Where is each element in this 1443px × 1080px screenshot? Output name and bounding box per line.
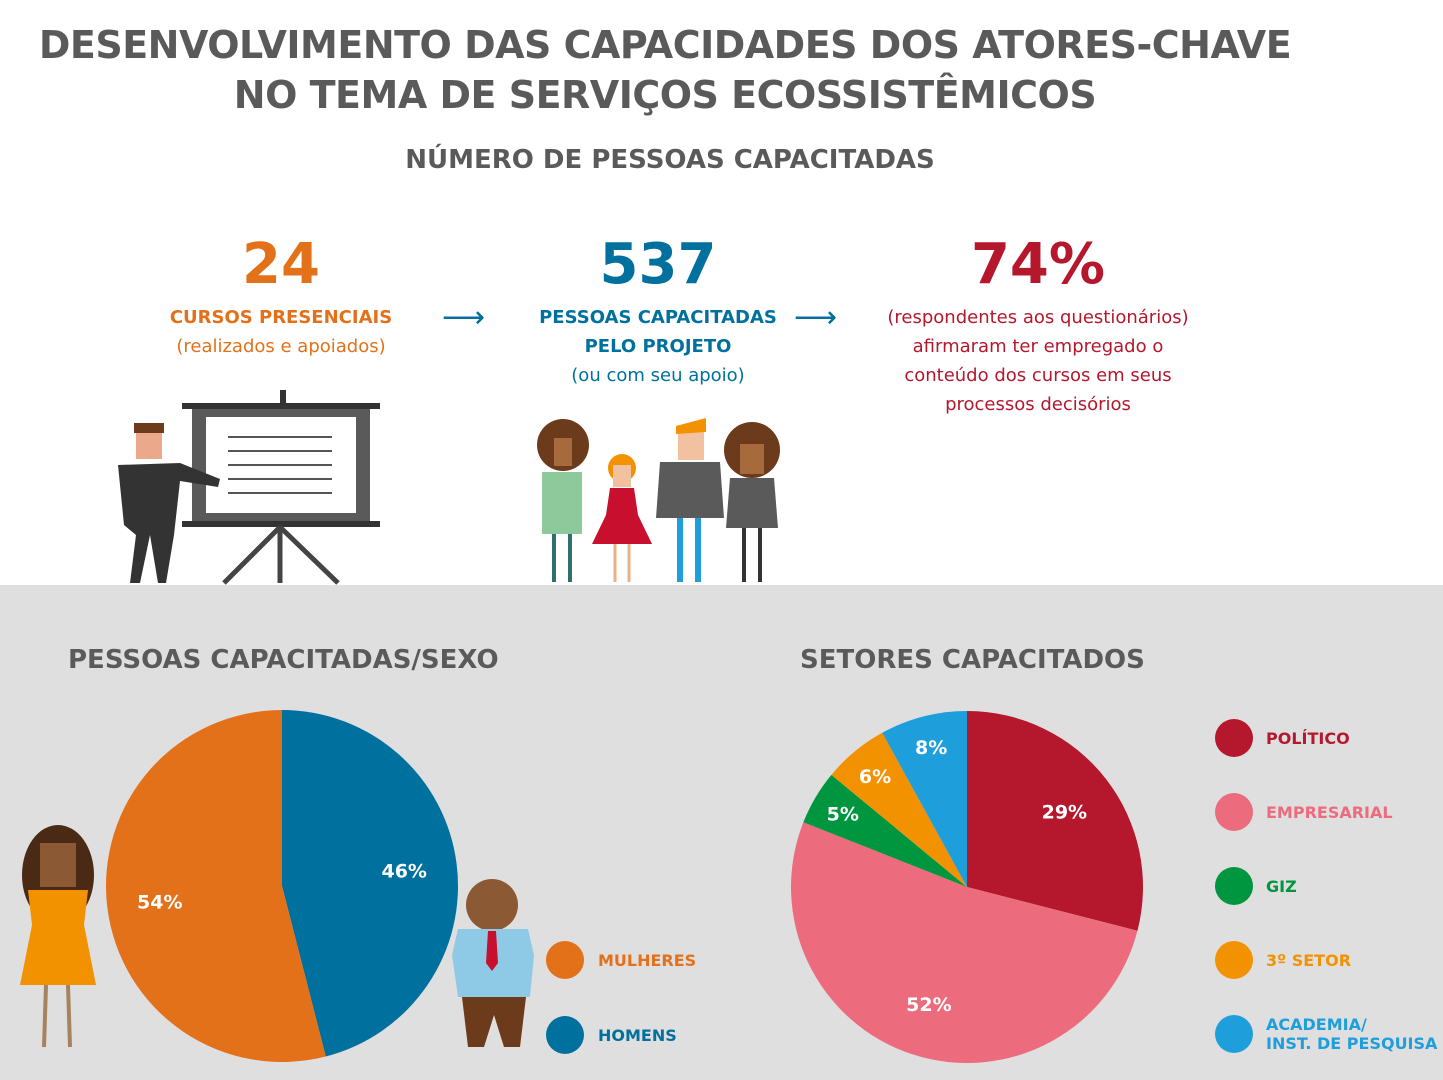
stat-respondents: 74% (respondentes aos questionários) afi… xyxy=(868,232,1208,419)
stat-courses-note: (realizados e apoiados) xyxy=(176,336,386,357)
legend-label: ACADEMIA/ INST. DE PESQUISA xyxy=(1266,1015,1437,1053)
pie-slice-homens xyxy=(282,710,459,1057)
legend-item-academia: ACADEMIA/ INST. DE PESQUISA xyxy=(1215,1015,1437,1053)
stat-note-line: conteúdo dos cursos em seus xyxy=(904,365,1172,386)
stat-courses-label: CURSOS PRESENCIAIS xyxy=(169,307,393,328)
stat-people-label-2: PELO PROJETO xyxy=(584,336,732,357)
legend-swatch xyxy=(1215,941,1253,979)
arrow-icon: ⟶ xyxy=(794,300,838,335)
legend-label: 3º SETOR xyxy=(1266,950,1352,970)
stat-note-line: processos decisórios xyxy=(945,394,1131,415)
legend-item-homens: HOMENS xyxy=(546,1015,696,1055)
pie-slice-pol-tico xyxy=(967,711,1143,931)
legend-swatch xyxy=(1215,1015,1253,1053)
subtitle: NÚMERO DE PESSOAS CAPACITADAS xyxy=(405,145,935,175)
pie-chart-sectors: 29% 52% 5%6% 8% xyxy=(790,711,1143,1064)
arrow-icon: ⟶ xyxy=(442,300,486,335)
stat-people-value: 537 xyxy=(599,232,717,297)
legend-sex: MULHERES HOMENS xyxy=(546,940,696,1055)
legend-label: EMPRESARIAL xyxy=(1266,802,1393,822)
title-line-2: NO TEMA DE SERVIÇOS ECOSSISTÊMICOS xyxy=(233,73,1097,117)
legend-label-line: ACADEMIA/ xyxy=(1266,1015,1367,1034)
stat-note-line: afirmaram ter empregado o xyxy=(912,336,1164,357)
page-title: DESENVOLVIMENTO DAS CAPACIDADES DOS ATOR… xyxy=(0,20,1330,120)
legend-item-giz: GIZ xyxy=(1215,867,1437,905)
pie-slice-3-setor xyxy=(831,732,967,887)
title-line-1: DESENVOLVIMENTO DAS CAPACIDADES DOS ATOR… xyxy=(38,23,1292,67)
legend-label: POLÍTICO xyxy=(1266,728,1350,748)
legend-item-empresarial: EMPRESARIAL xyxy=(1215,793,1437,831)
pie-slice-mulheres xyxy=(106,710,326,1062)
pie-data-label: 52% xyxy=(906,994,951,1016)
legend-label: HOMENS xyxy=(598,1025,677,1045)
legend-swatch xyxy=(1215,719,1253,757)
legend-item-terceiro-setor: 3º SETOR xyxy=(1215,941,1437,979)
stat-respondents-value: 74% xyxy=(970,232,1106,297)
man-illustration xyxy=(452,879,534,1047)
pie-data-label: 8% xyxy=(915,737,947,759)
pie-data-label: 6% xyxy=(859,766,891,788)
stat-people-label-1: PESSOAS CAPACITADAS xyxy=(539,307,777,328)
legend-label: MULHERES xyxy=(598,950,697,970)
legend-item-politico: POLÍTICO xyxy=(1215,719,1437,757)
chart-title-sex: PESSOAS CAPACITADAS/SEXO xyxy=(68,645,499,675)
presenter-illustration xyxy=(118,390,380,585)
stat-people-note: (ou com seu apoio) xyxy=(571,365,745,386)
pie-data-label: 29% xyxy=(1042,801,1087,823)
group-illustration xyxy=(537,418,780,582)
legend-swatch xyxy=(546,941,584,979)
stat-courses: 24 CURSOS PRESENCIAIS (realizados e apoi… xyxy=(150,232,412,361)
pie-slice-academia-inst-de-pesquisa xyxy=(882,711,967,887)
legend-swatch xyxy=(1215,867,1253,905)
stat-note-line: (respondentes aos questionários) xyxy=(887,307,1189,328)
chart-title-sectors: SETORES CAPACITADOS xyxy=(800,645,1145,675)
pie-chart-sex: 46% 54% xyxy=(106,710,459,1062)
stat-courses-value: 24 xyxy=(242,232,320,297)
pie-data-label: 5% xyxy=(827,804,859,826)
stat-people: 537 PESSOAS CAPACITADAS PELO PROJETO (ou… xyxy=(518,232,798,390)
legend-sectors: POLÍTICO EMPRESARIAL GIZ 3º SETOR ACADEM… xyxy=(1215,719,1437,1053)
pie-data-label: 54% xyxy=(137,891,182,913)
woman-illustration xyxy=(20,825,96,1048)
legend-swatch xyxy=(546,1016,584,1054)
legend-label: GIZ xyxy=(1266,876,1297,896)
legend-swatch xyxy=(1215,793,1253,831)
legend-item-mulheres: MULHERES xyxy=(546,940,696,980)
charts-svg: 46% 54% 29% 52% 5%6% 8% xyxy=(20,710,1143,1064)
legend-label-line: INST. DE PESQUISA xyxy=(1266,1034,1438,1053)
pie-slice-giz xyxy=(803,774,967,887)
pie-slice-empresarial xyxy=(790,822,1138,1064)
pie-data-label: 46% xyxy=(381,861,426,883)
